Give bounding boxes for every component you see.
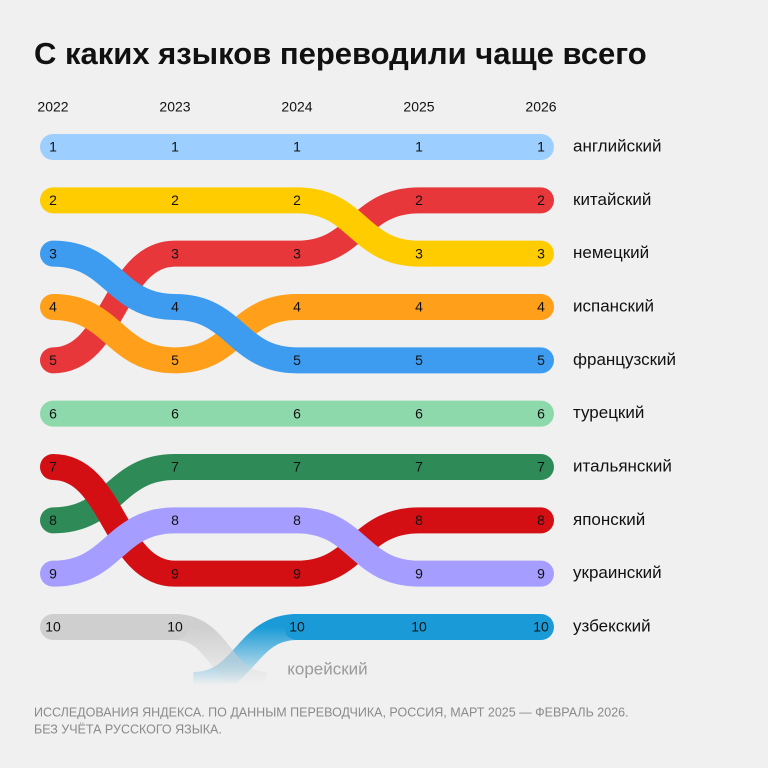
data-label: 8 xyxy=(293,512,301,528)
data-label: 3 xyxy=(293,245,301,261)
legend-label: английский xyxy=(573,136,662,155)
data-label: 1 xyxy=(537,139,545,155)
data-label: 1 xyxy=(49,139,57,155)
legend-label: узбекский xyxy=(573,616,651,635)
data-label: 2 xyxy=(415,192,423,208)
data-label: 5 xyxy=(171,352,179,368)
data-label: 4 xyxy=(49,299,57,315)
line-stub xyxy=(173,614,268,698)
x-tick-label: 2026 xyxy=(525,99,556,115)
legend-label: итальянский xyxy=(573,456,672,475)
data-label: 7 xyxy=(171,459,179,475)
data-label: 4 xyxy=(415,299,423,315)
line xyxy=(40,187,554,267)
x-tick-label: 2025 xyxy=(403,99,434,115)
chart-title: С каких языков переводили чаще всего xyxy=(34,36,647,71)
data-label: 1 xyxy=(293,139,301,155)
labels: 1 1 1 1 1 английский 5 3 3 2 2 китайский 2 2 2 3 3 немецк… xyxy=(45,136,676,678)
data-label: 2 xyxy=(293,192,301,208)
data-label: 3 xyxy=(171,245,179,261)
data-label: 4 xyxy=(537,299,545,315)
data-label: 6 xyxy=(293,405,301,421)
legend-label: корейский xyxy=(287,659,367,678)
data-label: 1 xyxy=(171,139,179,155)
data-label: 9 xyxy=(415,565,423,581)
data-label: 2 xyxy=(49,192,57,208)
legend-label: испанский xyxy=(573,296,654,315)
legend-label: китайский xyxy=(573,190,651,209)
data-label: 9 xyxy=(49,565,57,581)
data-label: 5 xyxy=(537,352,545,368)
data-label: 2 xyxy=(171,192,179,208)
data-label: 4 xyxy=(171,299,179,315)
data-label: 6 xyxy=(537,405,545,421)
data-label: 8 xyxy=(171,512,179,528)
data-label: 10 xyxy=(533,619,549,635)
data-label: 9 xyxy=(537,565,545,581)
x-tick-label: 2022 xyxy=(37,99,68,115)
data-label: 6 xyxy=(415,405,423,421)
line xyxy=(40,240,554,374)
data-label: 6 xyxy=(49,405,57,421)
data-label: 3 xyxy=(49,245,57,261)
data-label: 8 xyxy=(49,512,57,528)
data-label: 6 xyxy=(171,405,179,421)
footnote: ИССЛЕДОВАНИЯ ЯНДЕКСА. ПО ДАННЫМ ПЕРЕВОДЧ… xyxy=(34,705,629,719)
legend-label: украинский xyxy=(573,563,662,582)
data-label: 10 xyxy=(411,619,427,635)
data-label: 10 xyxy=(289,619,305,635)
data-label: 5 xyxy=(293,352,301,368)
data-label: 9 xyxy=(293,565,301,581)
line xyxy=(40,453,554,534)
data-label: 8 xyxy=(415,512,423,528)
data-label: 5 xyxy=(49,352,57,368)
data-label: 8 xyxy=(537,512,545,528)
line xyxy=(40,507,554,587)
data-label: 3 xyxy=(537,245,545,261)
legend-label: французский xyxy=(573,350,676,369)
data-label: 4 xyxy=(293,299,301,315)
data-label: 7 xyxy=(537,459,545,475)
line xyxy=(40,293,554,374)
data-label: 7 xyxy=(293,459,301,475)
legend-label: турецкий xyxy=(573,403,644,422)
data-label: 7 xyxy=(49,459,57,475)
footnote: БЕЗ УЧЁТА РУССКОГО ЯЗЫКА. xyxy=(34,722,222,736)
data-label: 10 xyxy=(167,619,183,635)
data-label: 9 xyxy=(171,565,179,581)
x-tick-label: 2024 xyxy=(281,99,312,115)
data-label: 7 xyxy=(415,459,423,475)
line-stub xyxy=(192,614,299,698)
x-tick-label: 2023 xyxy=(159,99,190,115)
lines xyxy=(40,133,554,698)
data-label: 10 xyxy=(45,619,61,635)
legend-label: немецкий xyxy=(573,243,649,262)
data-label: 1 xyxy=(415,139,423,155)
data-label: 5 xyxy=(415,352,423,368)
data-label: 2 xyxy=(537,192,545,208)
legend-label: японский xyxy=(573,510,645,529)
data-label: 3 xyxy=(415,245,423,261)
